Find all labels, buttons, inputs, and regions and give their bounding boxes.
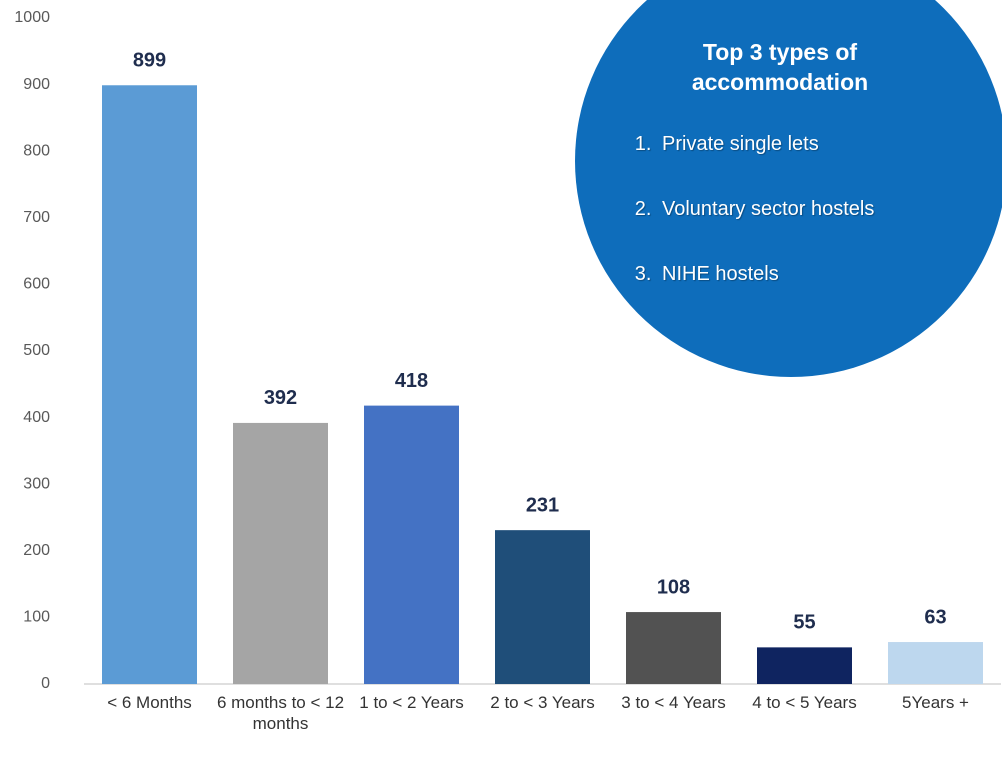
data-label: 392 — [264, 387, 297, 409]
y-tick-label: 100 — [23, 609, 50, 626]
y-tick-label: 200 — [23, 542, 50, 559]
annotation-item: NIHE hostels — [657, 263, 874, 328]
x-tick-label: 2 to < 3 Years — [490, 693, 595, 712]
y-tick-label: 400 — [23, 409, 50, 426]
data-label: 899 — [133, 50, 166, 72]
bar — [102, 85, 197, 685]
x-tick-label: 1 to < 2 Years — [359, 693, 464, 712]
y-tick-label: 800 — [23, 142, 50, 159]
y-tick-label: 500 — [23, 342, 50, 359]
data-label: 63 — [924, 606, 946, 628]
bar — [233, 422, 328, 684]
bar — [888, 642, 983, 684]
y-tick-label: 900 — [23, 76, 50, 93]
annotation-title: Top 3 types of accommodation — [691, 39, 869, 95]
annotation-item: Private single lets — [657, 133, 874, 198]
y-tick-label: 700 — [23, 209, 50, 226]
data-label: 231 — [526, 494, 559, 516]
x-tick-label: 4 to < 5 Years — [752, 693, 857, 712]
x-tick-label: 5Years + — [902, 693, 969, 712]
bar — [626, 612, 721, 684]
annotation-list: Private single letsVoluntary sector host… — [612, 133, 874, 328]
bar — [757, 647, 852, 684]
bar — [364, 405, 459, 684]
data-label: 55 — [793, 612, 815, 634]
x-tick-label: < 6 Months — [107, 693, 192, 712]
x-tick-label: 6 months to < 12 months — [216, 693, 345, 733]
y-tick-label: 300 — [23, 475, 50, 492]
data-label: 418 — [395, 370, 428, 392]
annotation-item: Voluntary sector hostels — [657, 198, 874, 263]
bar — [495, 530, 590, 684]
y-tick-label: 0 — [41, 675, 50, 692]
annotation-bubble: Top 3 types of accommodation Private sin… — [575, 0, 1002, 377]
y-tick-label: 1000 — [14, 9, 50, 26]
data-label: 108 — [657, 576, 690, 598]
x-tick-label: 3 to < 4 Years — [621, 693, 726, 712]
y-tick-label: 600 — [23, 276, 50, 293]
